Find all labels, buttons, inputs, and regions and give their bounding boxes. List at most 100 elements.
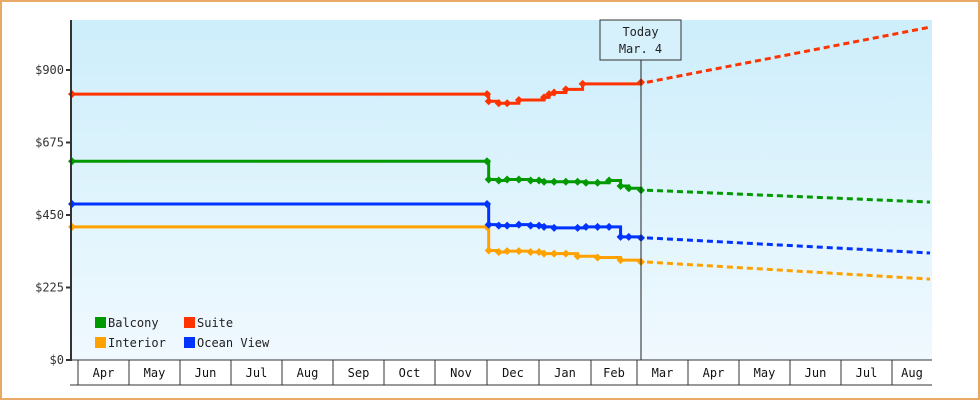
month-label: Apr (93, 366, 115, 380)
month-label: Aug (297, 366, 319, 380)
data-point[interactable] (503, 221, 512, 230)
data-point[interactable] (605, 222, 614, 231)
data-point[interactable] (503, 175, 512, 184)
data-point[interactable] (593, 178, 602, 187)
month-label: May (754, 366, 776, 380)
data-point[interactable] (514, 175, 523, 184)
data-point[interactable] (578, 79, 587, 88)
legend-item-balcony[interactable]: Balcony (95, 316, 159, 330)
data-point[interactable] (550, 249, 559, 258)
month-label: Aug (901, 366, 923, 380)
data-point[interactable] (514, 95, 523, 104)
data-point[interactable] (573, 177, 582, 186)
series-balcony (68, 157, 931, 204)
forecast-line (646, 188, 931, 204)
legend-label: Interior (108, 336, 166, 350)
legend-item-interior[interactable]: Interior (95, 336, 166, 350)
y-tick-label: $0 (50, 353, 64, 367)
data-point[interactable] (561, 177, 570, 186)
data-point[interactable] (550, 177, 559, 186)
month-label: May (144, 366, 166, 380)
y-tick-label: $450 (35, 208, 64, 222)
data-point[interactable] (503, 99, 512, 108)
data-point[interactable] (494, 248, 503, 257)
legend: Balcony Suite Interior Ocean View (95, 316, 270, 350)
legend-item-ocean-view[interactable]: Ocean View (184, 336, 270, 350)
y-tick-label: $225 (35, 281, 64, 295)
x-axis: Apr May Jun Jul Aug Sep Oct Nov Dec Jan Feb Mar Apr M… (70, 359, 932, 386)
month-label: Nov (450, 366, 472, 380)
data-point[interactable] (605, 176, 614, 185)
today-box (599, 19, 682, 61)
today-marker: Today Mar. 4 (599, 19, 682, 360)
legend-swatch (184, 337, 195, 348)
data-point[interactable] (484, 246, 493, 255)
data-point[interactable] (616, 182, 625, 190)
month-label: Dec (502, 366, 524, 380)
data-point[interactable] (484, 175, 493, 184)
today-label: Today (622, 25, 658, 39)
data-point[interactable] (540, 249, 549, 258)
series-suite (68, 25, 931, 108)
forecast-line (646, 260, 931, 281)
month-label: Mar (652, 366, 674, 380)
forecast-line (646, 236, 931, 255)
legend-swatch (184, 317, 195, 328)
data-point[interactable] (503, 247, 512, 256)
data-point[interactable] (540, 222, 549, 231)
data-point[interactable] (581, 222, 590, 231)
month-label: Jul (246, 366, 268, 380)
month-label: Jun (805, 366, 827, 380)
legend-swatch (95, 337, 106, 348)
legend-label: Balcony (108, 316, 159, 330)
data-point[interactable] (573, 252, 582, 261)
legend-swatch (95, 317, 106, 328)
forecast-line (646, 25, 931, 84)
data-point[interactable] (483, 90, 491, 99)
data-point[interactable] (526, 248, 535, 257)
data-point[interactable] (561, 249, 570, 258)
data-point[interactable] (514, 247, 523, 256)
data-point[interactable] (483, 200, 491, 209)
data-point[interactable] (526, 221, 535, 230)
data-point[interactable] (514, 220, 523, 229)
data-point[interactable] (581, 178, 590, 187)
data-point[interactable] (624, 184, 633, 193)
series-ocean-view (68, 200, 931, 255)
data-point[interactable] (484, 97, 493, 106)
series-layer (68, 25, 931, 281)
data-point[interactable] (526, 176, 535, 185)
data-point[interactable] (561, 85, 570, 94)
data-point[interactable] (616, 256, 625, 265)
data-point[interactable] (540, 93, 549, 102)
data-point[interactable] (616, 232, 625, 241)
legend-item-suite[interactable]: Suite (184, 316, 233, 330)
series-interior (68, 222, 931, 281)
month-label: Jun (195, 366, 217, 380)
data-point[interactable] (593, 222, 602, 231)
data-point[interactable] (494, 176, 503, 185)
month-label: Oct (399, 366, 421, 380)
y-tick-label: $900 (35, 63, 64, 77)
data-point[interactable] (540, 177, 549, 186)
month-label: Sep (348, 366, 370, 380)
month-label: Jul (856, 366, 878, 380)
data-point[interactable] (494, 99, 503, 108)
month-label: Apr (703, 366, 725, 380)
data-point[interactable] (593, 253, 602, 262)
data-point[interactable] (573, 223, 582, 232)
data-point[interactable] (624, 232, 633, 241)
data-point[interactable] (483, 157, 491, 166)
month-label: Feb (603, 366, 625, 380)
data-point[interactable] (494, 221, 503, 230)
plot-area (72, 20, 932, 360)
data-point[interactable] (484, 220, 493, 229)
y-axis: $0 $225 $450 $675 $900 (35, 20, 72, 367)
y-tick-label: $675 (35, 136, 64, 150)
legend-label: Suite (197, 316, 233, 330)
month-label: Jan (554, 366, 576, 380)
data-point[interactable] (550, 88, 559, 97)
data-point[interactable] (550, 223, 559, 232)
